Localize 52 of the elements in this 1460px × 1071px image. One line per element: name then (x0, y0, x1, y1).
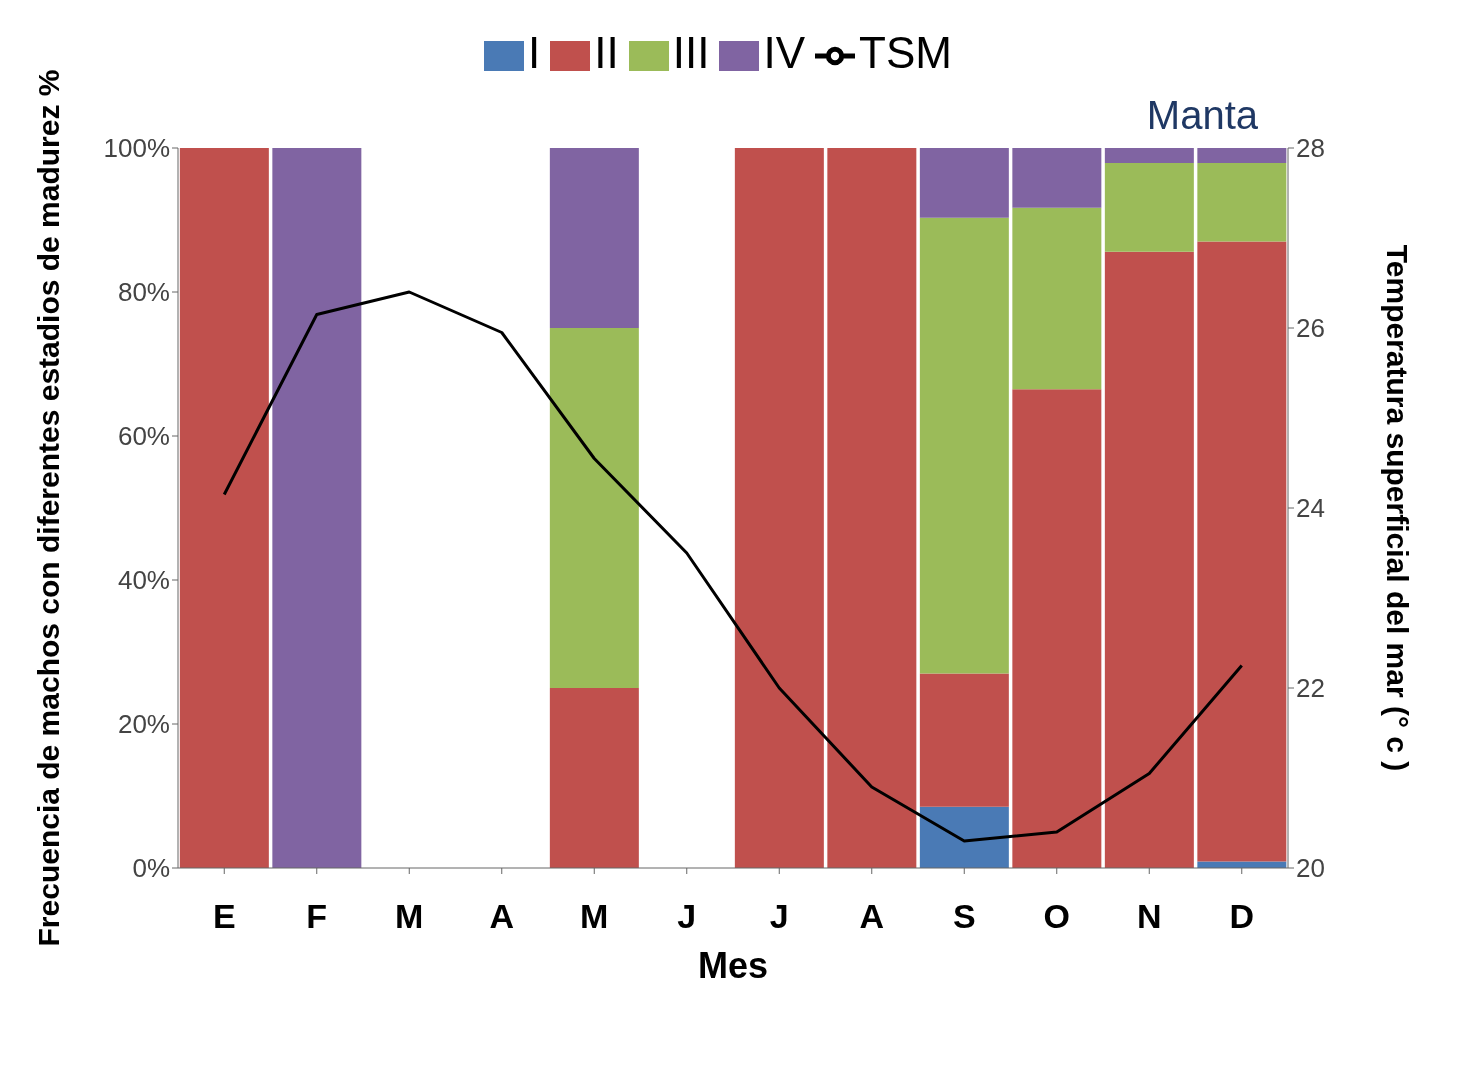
bar (1197, 148, 1287, 164)
legend-label: I (528, 28, 541, 77)
x-axis-title: Mes (697, 945, 769, 986)
x-tick-label: A (859, 897, 885, 936)
y-tick-label: 0% (132, 853, 170, 884)
x-tick-label: E (212, 897, 236, 936)
bar (1012, 389, 1102, 868)
bar (549, 688, 639, 868)
x-tick-label: A (489, 897, 515, 936)
bar (1104, 148, 1194, 164)
y-tick-label: 60% (117, 421, 170, 452)
bar (919, 806, 1009, 868)
x-tick-label: J (769, 897, 789, 936)
bar (734, 148, 824, 868)
y2-tick-label: 28 (1296, 133, 1325, 164)
x-tick-label: F (306, 897, 328, 936)
x-tick-label: M (395, 897, 424, 936)
y-tick-label: 20% (117, 709, 170, 740)
y-axis-title: Frecuencia de machos con diferentes estadios de madurez % (31, 69, 65, 947)
y2-tick-label: 24 (1296, 493, 1325, 524)
bar (827, 148, 917, 868)
legend-label: III (672, 28, 710, 77)
bar (1012, 207, 1102, 390)
x-tick-label: S (952, 897, 976, 936)
x-tick-label: J (677, 897, 697, 936)
text: Manta (1146, 93, 1258, 138)
x-tick-label: O (1043, 897, 1070, 936)
y2-tick-label: 22 (1296, 673, 1325, 704)
y2-tick-label: 26 (1296, 313, 1325, 344)
bar (549, 328, 639, 688)
y-tick-label: 80% (117, 277, 170, 308)
y-tick-label: 100% (103, 133, 170, 164)
bar (1197, 163, 1287, 242)
line-series (222, 290, 1244, 843)
legend-label: TSM (859, 28, 952, 77)
bar (1012, 148, 1102, 208)
bar (1104, 251, 1194, 868)
bar (1197, 241, 1287, 862)
bar (549, 148, 639, 328)
bar (919, 673, 1009, 807)
bar (919, 148, 1009, 218)
y2-axis-title: Temperatura superficial del mar (° c ) (1381, 244, 1415, 772)
x-tick-label: M (580, 897, 609, 936)
bar (919, 217, 1009, 674)
y-tick-label: 40% (117, 565, 170, 596)
bar (272, 148, 362, 868)
y2-tick-label: 20 (1296, 853, 1325, 884)
x-tick-label: D (1229, 897, 1255, 936)
legend-label: II (594, 28, 619, 77)
bar (1104, 163, 1194, 252)
legend-label: IV (763, 28, 806, 77)
x-tick-label: N (1136, 897, 1162, 936)
